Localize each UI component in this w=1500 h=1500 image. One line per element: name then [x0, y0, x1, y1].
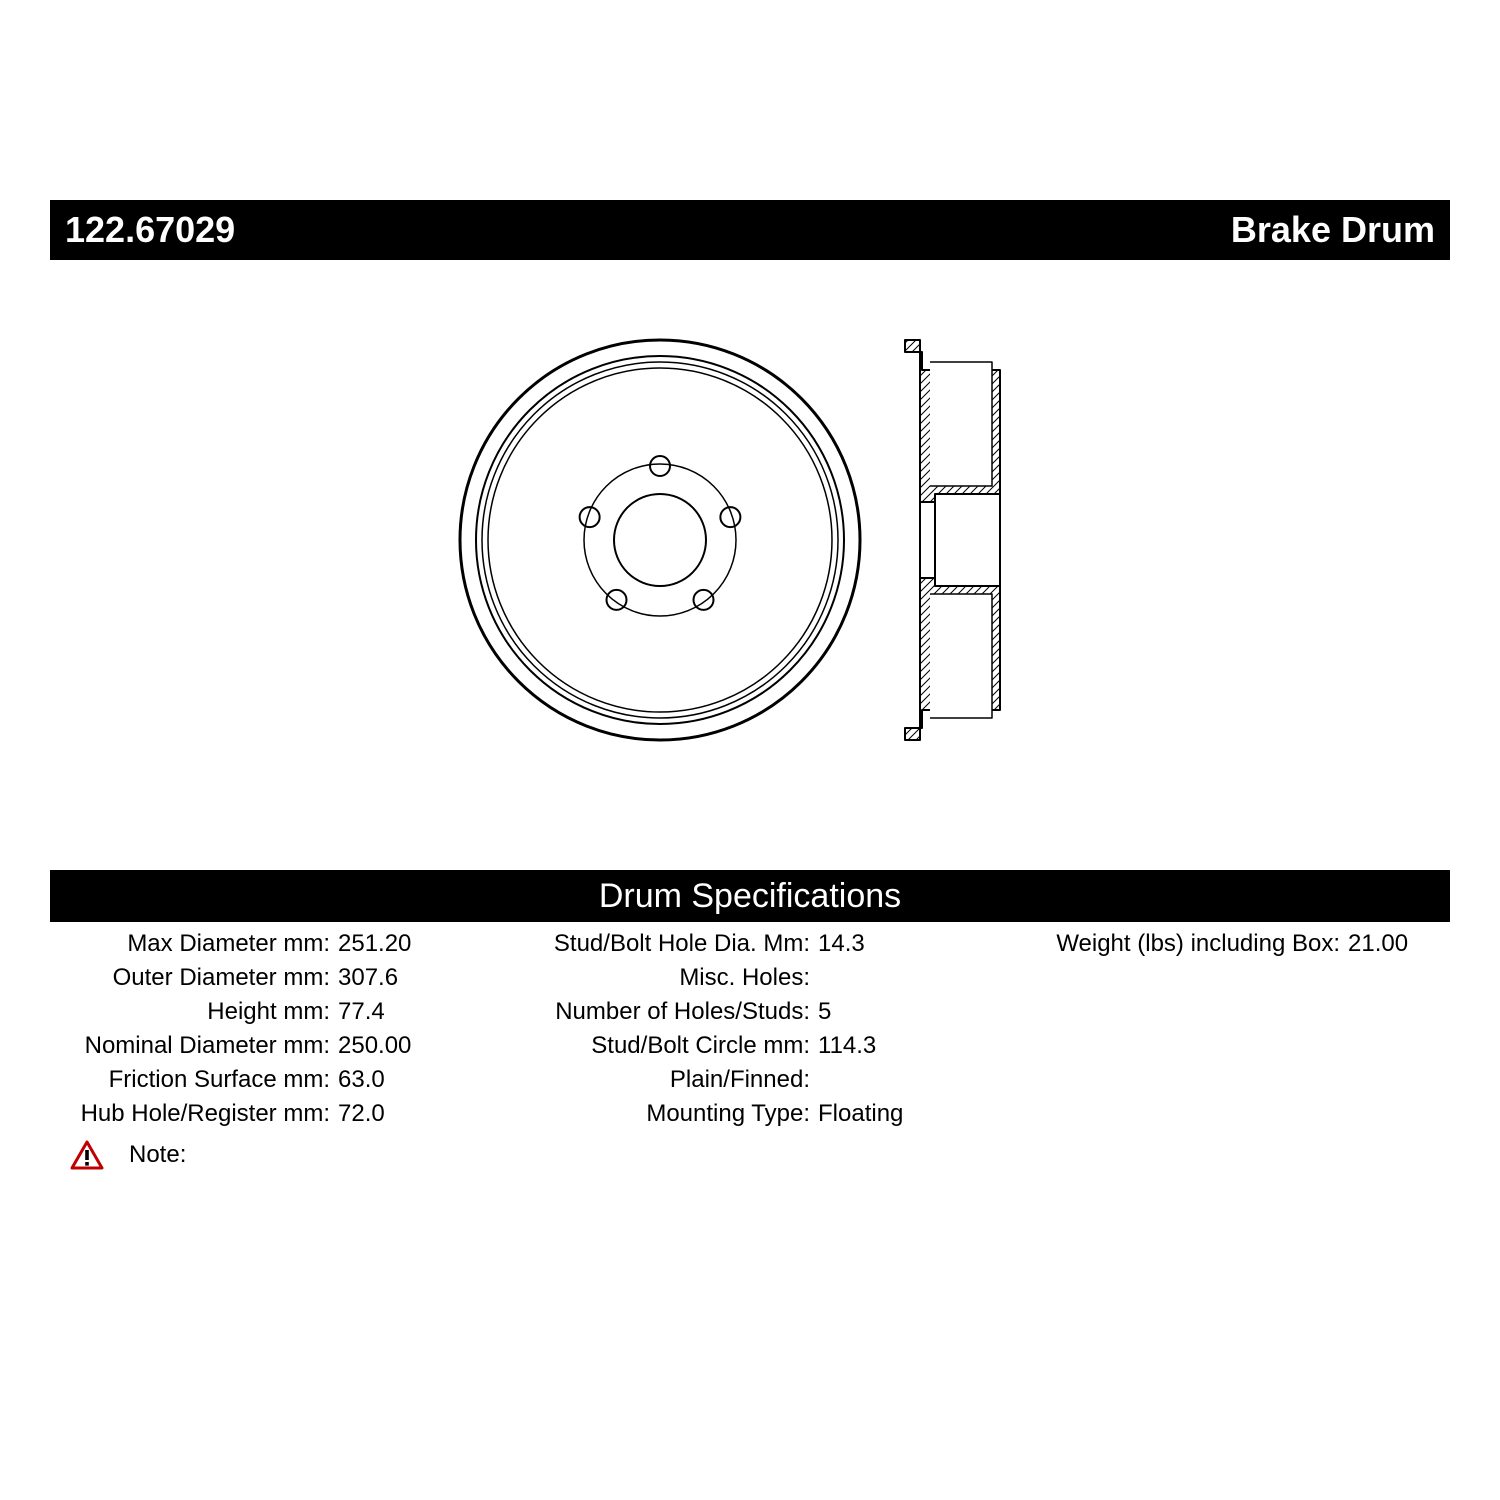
spec-value: 5	[818, 998, 831, 1026]
spec-row: Number of Holes/Studs:5	[480, 998, 980, 1026]
spec-value: 14.3	[818, 930, 865, 958]
spec-label: Mounting Type:	[480, 1100, 818, 1128]
drum-side-view	[900, 330, 1050, 750]
spec-value: 251.20	[338, 930, 411, 958]
spec-value: 250.00	[338, 1032, 411, 1060]
spec-row: Weight (lbs) including Box:21.00	[980, 930, 1450, 958]
spec-value: 63.0	[338, 1066, 385, 1094]
header-bar: 122.67029 Brake Drum	[50, 200, 1450, 260]
product-name: Brake Drum	[1231, 209, 1435, 251]
spec-value: 114.3	[818, 1032, 876, 1060]
spec-col-2: Stud/Bolt Hole Dia. Mm:14.3Misc. Holes:N…	[480, 930, 980, 1128]
diagram-area	[0, 300, 1500, 780]
spec-row: Plain/Finned:	[480, 1066, 980, 1094]
spec-value: 307.6	[338, 964, 398, 992]
spec-label: Weight (lbs) including Box:	[980, 930, 1348, 958]
spec-row: Nominal Diameter mm:250.00	[50, 1032, 480, 1060]
spec-row: Stud/Bolt Circle mm:114.3	[480, 1032, 980, 1060]
part-number: 122.67029	[65, 209, 235, 251]
spec-label: Stud/Bolt Hole Dia. Mm:	[480, 930, 818, 958]
spec-row: Outer Diameter mm:307.6	[50, 964, 480, 992]
note-label: Note:	[129, 1141, 186, 1169]
spec-label: Outer Diameter mm:	[50, 964, 338, 992]
spec-value: 21.00	[1348, 930, 1408, 958]
spec-section-header: Drum Specifications	[50, 870, 1450, 922]
spec-value: Floating	[818, 1100, 903, 1128]
spec-label: Nominal Diameter mm:	[50, 1032, 338, 1060]
spec-row: Mounting Type:Floating	[480, 1100, 980, 1128]
spec-row: Max Diameter mm:251.20	[50, 930, 480, 958]
spec-label: Number of Holes/Studs:	[480, 998, 818, 1026]
spec-value: 72.0	[338, 1100, 385, 1128]
spec-col-1: Max Diameter mm:251.20Outer Diameter mm:…	[50, 930, 480, 1128]
warning-icon	[70, 1140, 104, 1170]
spec-row: Misc. Holes:	[480, 964, 980, 992]
spec-col-3: Weight (lbs) including Box:21.00	[980, 930, 1450, 1128]
spec-label: Plain/Finned:	[480, 1066, 818, 1094]
note-row: Note:	[70, 1140, 211, 1170]
spec-label: Misc. Holes:	[480, 964, 818, 992]
specs-table: Max Diameter mm:251.20Outer Diameter mm:…	[50, 930, 1450, 1128]
spec-row: Stud/Bolt Hole Dia. Mm:14.3	[480, 930, 980, 958]
spec-label: Stud/Bolt Circle mm:	[480, 1032, 818, 1060]
spec-row: Height mm:77.4	[50, 998, 480, 1026]
spec-value: 77.4	[338, 998, 385, 1026]
spec-row: Hub Hole/Register mm:72.0	[50, 1100, 480, 1128]
spec-label: Height mm:	[50, 998, 338, 1026]
spec-label: Max Diameter mm:	[50, 930, 338, 958]
spec-label: Friction Surface mm:	[50, 1066, 338, 1094]
drum-front-view	[450, 330, 870, 750]
spec-label: Hub Hole/Register mm:	[50, 1100, 338, 1128]
spec-row: Friction Surface mm:63.0	[50, 1066, 480, 1094]
